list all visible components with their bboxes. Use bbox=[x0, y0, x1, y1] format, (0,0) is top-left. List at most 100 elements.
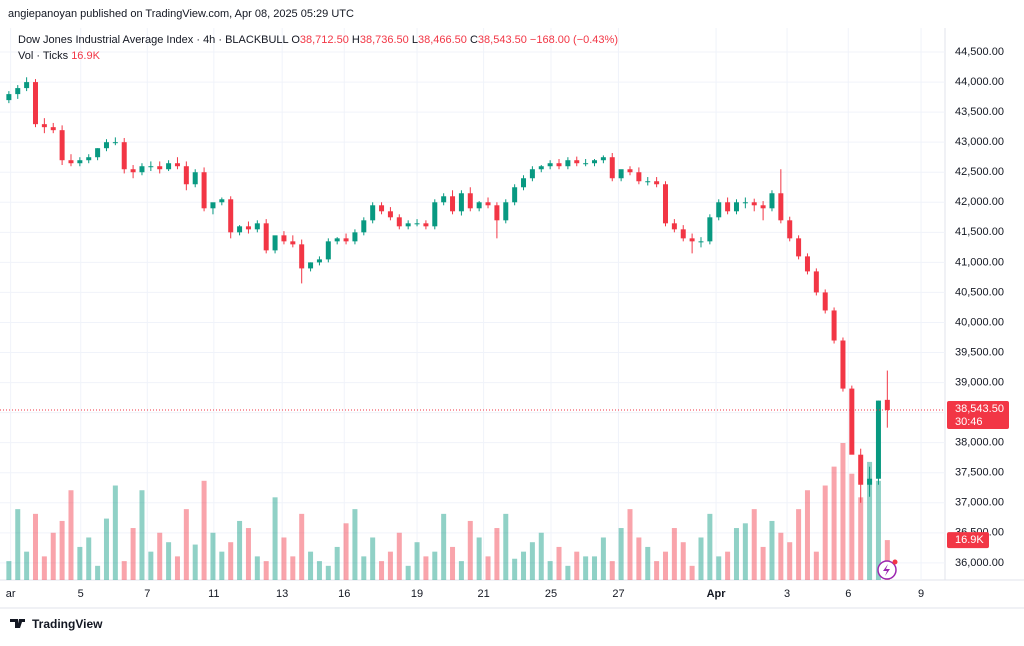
volume-bar bbox=[716, 556, 722, 580]
candle-body bbox=[432, 202, 438, 227]
volume-bar bbox=[343, 523, 349, 580]
volume-bar bbox=[476, 537, 482, 580]
volume-bar bbox=[769, 520, 775, 580]
volume-bar bbox=[725, 551, 731, 580]
alert-icon[interactable] bbox=[877, 559, 898, 580]
volume-bar bbox=[884, 540, 890, 580]
candle-body bbox=[423, 223, 429, 227]
volume-bar bbox=[654, 561, 660, 580]
candle-body bbox=[263, 223, 269, 251]
volume-bar bbox=[831, 466, 837, 580]
volume-bar bbox=[281, 537, 287, 580]
y-tick-label: 40,000.00 bbox=[955, 316, 1004, 328]
volume-bar bbox=[325, 565, 331, 580]
volume-bar bbox=[796, 509, 802, 580]
x-tick-label: 7 bbox=[144, 588, 150, 600]
candle-body bbox=[121, 142, 127, 170]
candle-body bbox=[192, 172, 198, 185]
candle-body bbox=[796, 238, 802, 257]
ohlc-key: L bbox=[412, 34, 418, 46]
candle-body bbox=[707, 217, 713, 242]
volume-bar bbox=[86, 537, 92, 580]
candle-body bbox=[6, 94, 12, 101]
y-tick-label: 42,000.00 bbox=[955, 196, 1004, 208]
volume-bar bbox=[556, 546, 562, 580]
x-tick-label: 21 bbox=[477, 588, 489, 600]
x-tick-label: 25 bbox=[545, 588, 557, 600]
volume-tag-label: 16.9K bbox=[955, 534, 984, 546]
volume-bar bbox=[272, 497, 278, 580]
volume-bar bbox=[600, 537, 606, 580]
volume-bar bbox=[494, 528, 500, 580]
candle-body bbox=[139, 166, 145, 173]
y-tick-label: 39,000.00 bbox=[955, 376, 1004, 388]
x-tick-label: 5 bbox=[78, 588, 84, 600]
volume-bar bbox=[361, 556, 367, 580]
volume-bar bbox=[77, 546, 83, 580]
volume-bar bbox=[201, 480, 207, 580]
candle-body bbox=[822, 292, 828, 311]
volume-bar bbox=[467, 520, 473, 580]
volume-bar bbox=[24, 551, 30, 580]
volume-bar bbox=[849, 473, 855, 580]
volume-bar bbox=[103, 518, 109, 580]
x-tick-label: 13 bbox=[276, 588, 288, 600]
candle-body bbox=[50, 127, 56, 131]
volume-bar bbox=[698, 537, 704, 580]
volume-bar bbox=[538, 532, 544, 580]
volume-bar bbox=[458, 561, 464, 580]
y-tick-label: 44,000.00 bbox=[955, 76, 1004, 88]
volume-bar bbox=[50, 532, 56, 580]
y-tick-label: 37,500.00 bbox=[955, 467, 1004, 479]
candle-body bbox=[485, 202, 491, 206]
candle-body bbox=[290, 241, 296, 245]
candle-body bbox=[831, 310, 837, 341]
volume-bar bbox=[778, 532, 784, 580]
candle-body bbox=[583, 163, 589, 165]
candle-body bbox=[272, 235, 278, 251]
candle-body bbox=[201, 172, 207, 209]
candle-body bbox=[148, 166, 154, 168]
candle-body bbox=[521, 178, 527, 188]
candle-body bbox=[387, 211, 393, 218]
volume-name: Vol · Ticks bbox=[18, 50, 71, 62]
volume-bar bbox=[68, 490, 74, 580]
volume-bar bbox=[334, 546, 340, 580]
volume-bar bbox=[290, 556, 296, 580]
candle-body bbox=[556, 163, 562, 167]
volume-bar bbox=[733, 528, 739, 580]
candle-body bbox=[379, 205, 385, 212]
volume-tag bbox=[947, 532, 989, 549]
candle-body bbox=[867, 478, 873, 485]
candle-body bbox=[512, 187, 518, 203]
volume-bar bbox=[840, 443, 846, 580]
volume-bar bbox=[680, 542, 686, 580]
candle-body bbox=[645, 181, 651, 183]
candle-body bbox=[849, 388, 855, 455]
candle-body bbox=[503, 202, 509, 221]
volume-bar bbox=[192, 544, 198, 580]
volume-bar bbox=[352, 509, 358, 580]
candle-body bbox=[361, 220, 367, 233]
volume-bar bbox=[813, 551, 819, 580]
candle-body bbox=[476, 202, 482, 209]
candle-body bbox=[414, 223, 420, 225]
volume-bar bbox=[405, 565, 411, 580]
volume-bar bbox=[121, 561, 127, 580]
volume-bar bbox=[299, 513, 305, 580]
candle-body bbox=[858, 454, 864, 485]
candle-body bbox=[529, 169, 535, 179]
price-tag-label: 38,543.50 bbox=[955, 403, 1004, 415]
volume-bar bbox=[32, 513, 38, 580]
candle-body bbox=[600, 157, 606, 161]
volume-bar bbox=[157, 532, 163, 580]
candle-body bbox=[450, 196, 456, 212]
volume-legend: Vol · Ticks 16.9K bbox=[18, 50, 101, 62]
volume-bar bbox=[183, 509, 189, 580]
x-tick-label: ar bbox=[6, 588, 16, 600]
candle-body bbox=[760, 205, 766, 209]
candle-body bbox=[352, 232, 358, 242]
candle-body bbox=[574, 160, 580, 164]
credit: angiepanoyan published on TradingView.co… bbox=[8, 8, 354, 20]
